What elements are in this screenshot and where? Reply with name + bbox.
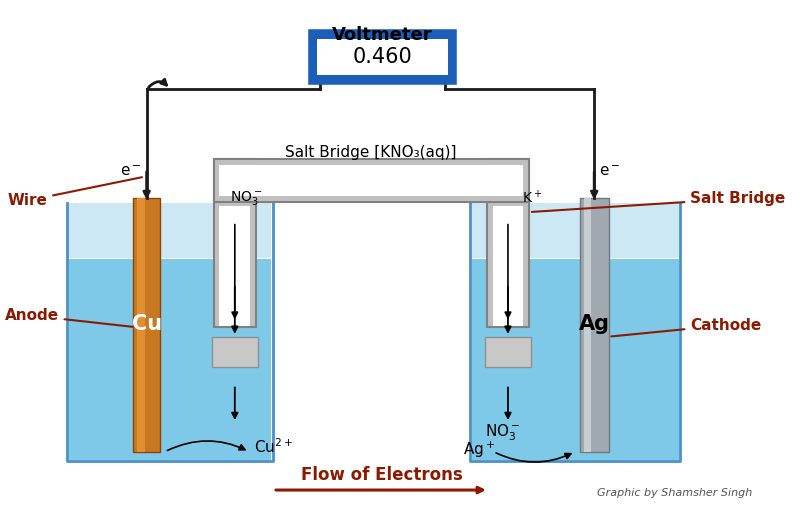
Bar	[580, 198, 609, 452]
Bar	[492, 206, 523, 326]
Text: Ag$^+$: Ag$^+$	[463, 440, 496, 460]
Bar	[214, 159, 256, 327]
Bar	[214, 159, 529, 202]
Bar	[133, 198, 160, 452]
Bar	[137, 198, 144, 452]
FancyBboxPatch shape	[310, 32, 454, 82]
Bar	[472, 259, 678, 461]
Bar	[69, 204, 271, 258]
Text: e$^-$: e$^-$	[120, 164, 142, 179]
Bar	[219, 165, 523, 196]
Bar	[211, 337, 258, 367]
Text: e$^-$: e$^-$	[599, 164, 620, 179]
Text: Anode: Anode	[5, 308, 132, 327]
Bar	[69, 259, 271, 461]
Text: Cu: Cu	[132, 314, 162, 334]
Text: Salt Bridge [KNO₃(aq)]: Salt Bridge [KNO₃(aq)]	[285, 145, 456, 160]
Text: Ag: Ag	[579, 314, 610, 334]
Text: NO$_3^-$: NO$_3^-$	[485, 423, 521, 443]
FancyBboxPatch shape	[318, 39, 448, 75]
Bar	[255, 160, 488, 201]
Text: 0.460: 0.460	[353, 47, 413, 67]
Text: Wire: Wire	[8, 177, 142, 208]
Text: Voltmeter: Voltmeter	[332, 26, 433, 44]
Bar	[472, 204, 678, 258]
Text: NO$_3^-$: NO$_3^-$	[230, 189, 263, 207]
Bar	[583, 198, 591, 452]
Text: Graphic by Shamsher Singh: Graphic by Shamsher Singh	[597, 488, 753, 498]
Text: Cathode: Cathode	[611, 318, 761, 337]
Bar	[219, 206, 250, 326]
Text: Flow of Electrons: Flow of Electrons	[301, 466, 462, 485]
Text: K$^+$: K$^+$	[522, 189, 542, 206]
Text: Cu$^{2+}$: Cu$^{2+}$	[254, 438, 293, 456]
Bar	[485, 337, 531, 367]
Text: Salt Bridge: Salt Bridge	[531, 191, 785, 212]
Bar	[487, 159, 529, 327]
